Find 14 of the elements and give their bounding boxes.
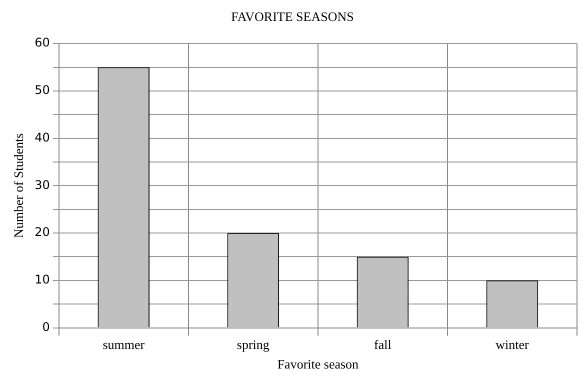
y-tick-label: 20 [34, 225, 50, 240]
x-tick-label: summer [102, 337, 146, 352]
y-tick-label: 60 [34, 36, 50, 50]
y-tick-label: 0 [42, 320, 50, 334]
y-axis-title: Number of Students [11, 133, 26, 238]
y-tick-label: 50 [34, 83, 50, 98]
chart-title: FAVORITE SEASONS [231, 9, 354, 24]
y-tick-label: 10 [34, 272, 50, 287]
y-tick-label: 40 [34, 130, 50, 144]
x-tick-label: fall [374, 337, 392, 352]
x-tick-label: winter [496, 337, 530, 352]
y-tick-label: 30 [34, 178, 50, 192]
x-tick-label: spring [236, 337, 270, 352]
x-axis-title: Favorite season [277, 356, 360, 372]
